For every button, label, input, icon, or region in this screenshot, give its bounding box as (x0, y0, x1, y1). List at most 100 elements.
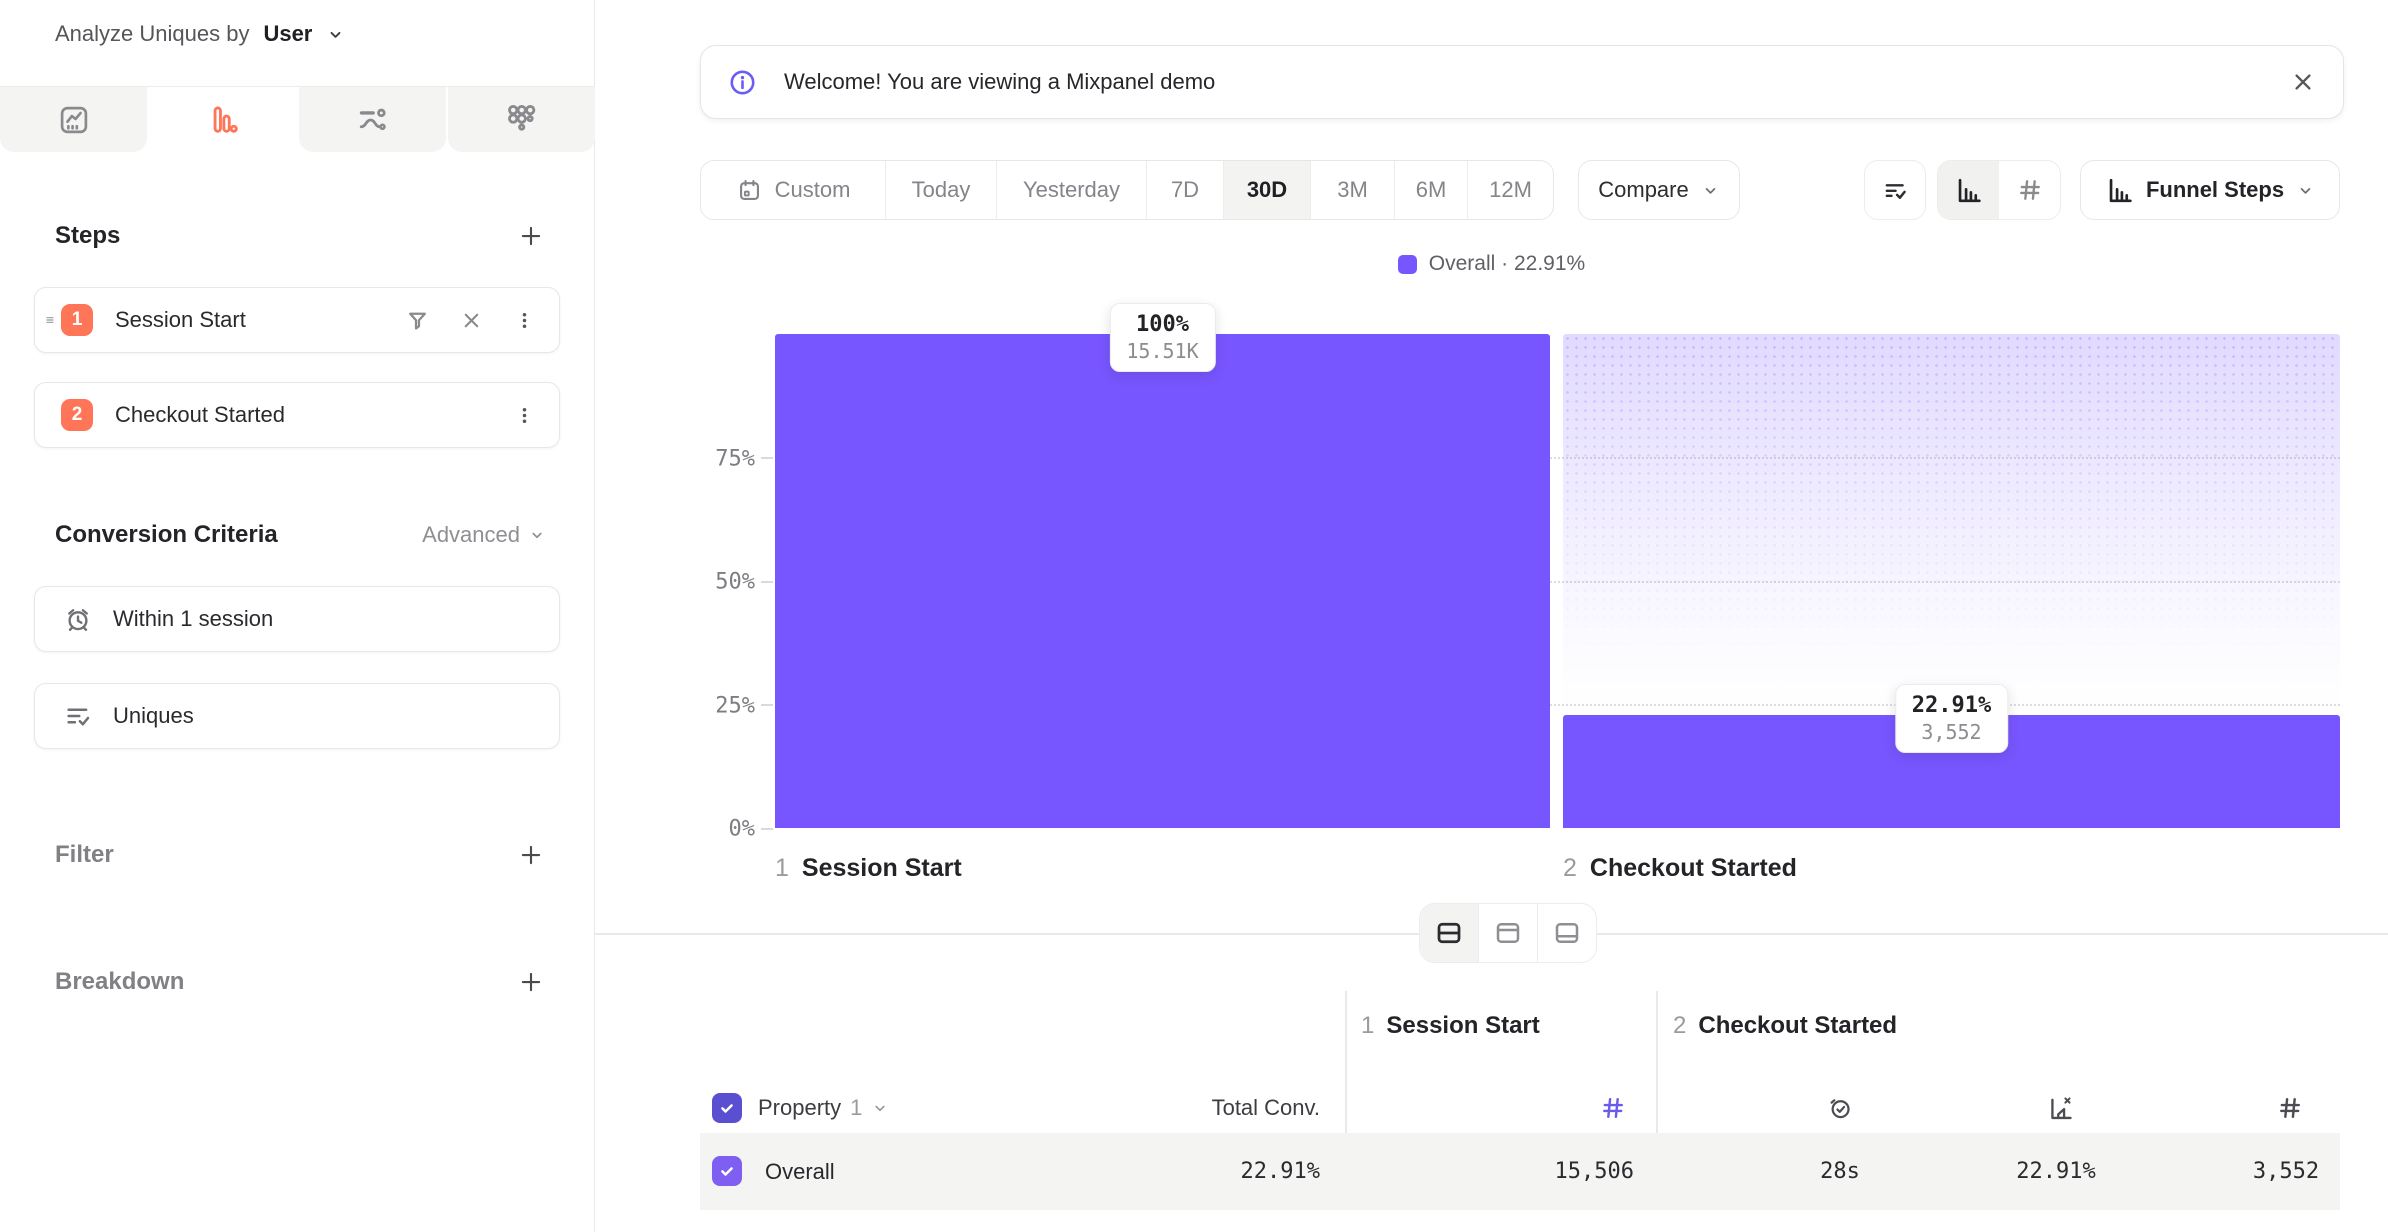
add-step-button[interactable] (516, 221, 546, 251)
banner-close-icon[interactable] (2289, 68, 2317, 96)
chevron-down-icon (532, 532, 542, 539)
query-builder-sidebar: Analyze Uniques by User (0, 0, 595, 1232)
funnel-bar-group[interactable]: 22.91% 3,552 (1563, 334, 2340, 828)
compare-button[interactable]: Compare (1578, 160, 1740, 220)
date-range-label: 30D (1246, 177, 1288, 202)
row-label: Overall (765, 1158, 835, 1184)
chevron-down-icon (2300, 187, 2311, 194)
layout-table-focus-button[interactable] (1537, 904, 1596, 962)
total-conv-column-header[interactable]: Total Conv. (1211, 1095, 1320, 1120)
chart-type-label: Funnel Steps (2145, 177, 2285, 202)
date-range-30d[interactable]: 30D (1224, 161, 1311, 219)
add-filter-button[interactable] (516, 840, 546, 870)
analyze-value-dropdown[interactable]: User (263, 21, 313, 46)
conversion-window-card[interactable]: Within 1 session (34, 586, 560, 652)
layout-chart-focus-button[interactable] (1478, 904, 1537, 962)
counting-method-card[interactable]: Uniques (34, 683, 560, 749)
report-main-area: Welcome! You are viewing a Mixpanel demo… (595, 0, 2388, 1232)
funnel-plot: 100% 15.51K 22.91% 3,552 (775, 303, 2340, 828)
conversion-criteria-header: Conversion Criteria Advanced (55, 513, 546, 557)
tab-insights[interactable] (0, 87, 148, 152)
check-icon (721, 1104, 733, 1113)
property-label: Property (758, 1095, 842, 1120)
gridline-50 (775, 581, 2340, 583)
property-dropdown[interactable]: Property 1 (758, 1078, 889, 1138)
step-event-label: Session Start (115, 307, 246, 332)
step-number: 2 (1563, 854, 1577, 882)
date-range-12m[interactable]: 12M (1468, 161, 1553, 219)
value-display-toggle (1937, 160, 2061, 220)
retention-icon (504, 103, 538, 137)
info-icon (727, 67, 758, 98)
bar-chart-icon (2109, 178, 2132, 202)
cell-step2-avg-time: 28s (1820, 1159, 1860, 1184)
cell-total-conv: 22.91% (1240, 1159, 1320, 1184)
filter-section-header: Filter (55, 833, 546, 877)
y-axis-label-50: 50% (715, 569, 755, 595)
tab-funnels[interactable] (149, 87, 297, 152)
insights-icon (57, 103, 91, 137)
step-card-1[interactable]: 1 Session Start (34, 287, 560, 353)
step-card-2[interactable]: 2 Checkout Started (34, 382, 560, 448)
tab-retention[interactable] (447, 87, 595, 152)
table-row-overall[interactable]: Overall 22.91% 15,506 28s 22.91% 3,552 (700, 1133, 2340, 1210)
add-breakdown-button[interactable] (516, 967, 546, 997)
drag-handle-icon[interactable] (43, 312, 59, 328)
x-axis-step-label-1: 1 Session Start (775, 854, 962, 883)
date-range-today[interactable]: Today (886, 161, 997, 219)
step-options-kebab-icon[interactable] (512, 308, 537, 333)
show-numbers-toggle[interactable] (1999, 161, 2060, 219)
filter-icon[interactable] (404, 307, 431, 334)
chevron-down-icon[interactable] (326, 25, 345, 44)
chart-type-dropdown[interactable]: Funnel Steps (2080, 160, 2340, 220)
step-number: 1 (775, 854, 789, 882)
step1-count-column-icon hash-icon[interactable] (1599, 1094, 1627, 1122)
date-range-yesterday[interactable]: Yesterday (997, 161, 1147, 219)
conversion-rate-column-icon[interactable] (2046, 1094, 2074, 1122)
table-group-header-step2: 2 Checkout Started (1673, 1012, 1897, 1040)
step-number-badge: 1 (61, 304, 93, 336)
select-all-checkbox[interactable] (712, 1093, 742, 1123)
date-range-label: Today (911, 177, 971, 202)
tab-flows[interactable] (298, 87, 446, 152)
table-subheader-row: Property 1 Total Conv. (595, 1078, 2388, 1138)
date-range-picker: Custom Today Yesterday 7D 30D 3M 6M 12M (700, 160, 1554, 220)
date-range-7d[interactable]: 7D (1147, 161, 1224, 219)
report-type-tabs (0, 86, 595, 152)
breakdown-title: Breakdown (55, 968, 185, 995)
remove-step-icon[interactable] (459, 308, 484, 333)
layout-split-equal-button[interactable] (1420, 904, 1478, 962)
hash-icon (2019, 180, 2040, 200)
date-range-custom[interactable]: Custom (701, 161, 886, 219)
avg-time-to-convert-column-icon[interactable] (1826, 1094, 1854, 1122)
date-range-3m[interactable]: 3M (1311, 161, 1395, 219)
funnel-bar-group[interactable]: 100% 15.51K (775, 303, 1550, 828)
date-range-label: Custom (774, 177, 851, 202)
chart-legend[interactable]: Overall · 22.91% (595, 252, 2388, 276)
step-options-kebab-icon[interactable] (512, 403, 537, 428)
show-bars-toggle[interactable] (1938, 161, 1999, 219)
group-step-name: Session Start (1386, 1012, 1540, 1039)
metrics-button[interactable] (1864, 160, 1926, 220)
counting-method-label: Uniques (113, 703, 194, 728)
advanced-dropdown[interactable]: Advanced (422, 522, 546, 548)
split-horizontal-icon (1437, 922, 1461, 944)
conversion-window-label: Within 1 session (113, 606, 274, 631)
date-range-label: 12M (1489, 177, 1532, 202)
legend-label: Overall · 22.91% (1428, 252, 1586, 275)
gridline-75 (775, 457, 2340, 459)
cell-step2-count: 3,552 (2252, 1159, 2320, 1184)
y-axis-tick (761, 704, 773, 706)
step-name: Session Start (801, 854, 962, 882)
row-checkbox[interactable] (712, 1156, 742, 1186)
date-range-6m[interactable]: 6M (1395, 161, 1468, 219)
property-number: 1 (850, 1095, 863, 1120)
analyze-label: Analyze Uniques by (55, 21, 250, 46)
funnel-bar-unconverted (1563, 334, 2340, 715)
step2-count-column-icon hash-icon[interactable] (2276, 1094, 2304, 1122)
legend-swatch (1397, 254, 1417, 274)
funnel-bar[interactable] (775, 334, 1550, 828)
checklist-icon (63, 701, 93, 731)
list-check-icon (1885, 184, 1906, 199)
alarm-clock-icon (63, 604, 93, 634)
